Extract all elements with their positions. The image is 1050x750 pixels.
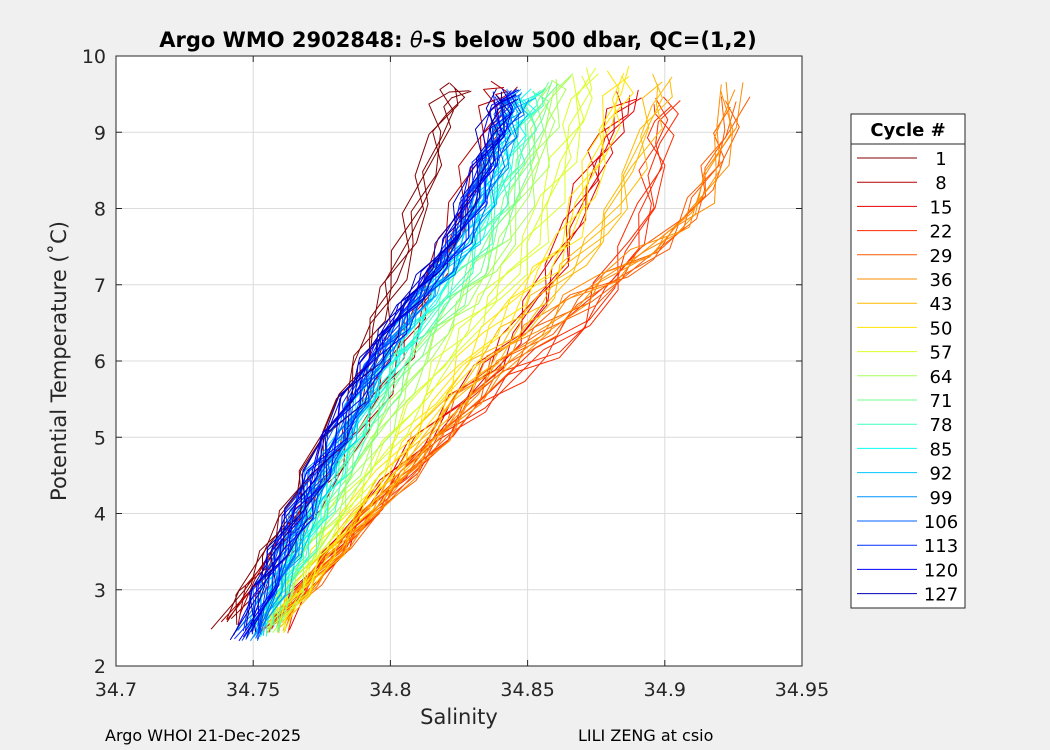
x-axis-label: Salinity: [420, 705, 498, 729]
profile-line-cycle-1: [210, 82, 466, 630]
profile-line-cycle-36: [274, 84, 722, 625]
x-tick-label: 34.8: [369, 679, 411, 701]
x-tick-label: 34.7: [95, 679, 137, 701]
y-tick-label: 7: [94, 275, 106, 297]
x-tick-label: 34.85: [500, 679, 554, 701]
chart-title: Argo WMO 2902848: θ-S below 500 dbar, QC…: [159, 28, 756, 52]
legend-entry-label: 15: [930, 197, 953, 218]
profile-line-cycle-43: [281, 81, 663, 624]
y-tick-label: 5: [94, 427, 106, 449]
profile-line-cycle-36: [259, 81, 732, 633]
footer-right: LILI ZENG at csio: [578, 726, 714, 745]
legend-entry-label: 71: [930, 391, 953, 412]
legend-entry-label: 78: [930, 415, 953, 436]
x-tick-label: 34.9: [644, 679, 686, 701]
profile-line-cycle-127: [248, 98, 519, 633]
y-tick-labels: 2 3 4 5 6 7 8 9 10: [82, 46, 106, 678]
legend: Cycle # 18152229364350576471788592991061…: [850, 113, 966, 609]
profile-line-cycle-127: [229, 94, 512, 641]
y-tick-label: 6: [94, 351, 106, 373]
profile-line-cycle-50: [281, 76, 630, 627]
legend-entry-label: 50: [930, 318, 953, 339]
legend-entry-label: 120: [924, 560, 958, 581]
legend-entry-label: 22: [930, 222, 953, 243]
legend-entry-label: 29: [930, 246, 953, 267]
legend-title: Cycle #: [870, 120, 945, 141]
x-tick-label: 34.95: [775, 679, 829, 701]
legend-entry-label: 36: [930, 270, 953, 291]
y-tick-label: 2: [94, 656, 106, 678]
profile-line-cycle-50: [266, 75, 634, 625]
profile-line-cycle-50: [258, 70, 620, 624]
y-tick-label: 8: [94, 199, 106, 221]
y-axis-label: Potential Temperature (˚C): [47, 221, 71, 501]
profile-line-cycle-71: [256, 81, 553, 631]
profile-line-cycle-43: [257, 74, 663, 628]
legend-entry-label: 92: [930, 464, 953, 485]
profile-line-cycle-43: [270, 79, 673, 624]
profile-line-cycle-71: [251, 91, 550, 625]
profile-line-cycle-29: [266, 96, 726, 630]
y-tick-label: 10: [82, 46, 106, 68]
legend-entry-label: 127: [924, 585, 958, 606]
legend-entry-label: 106: [924, 512, 958, 533]
profile-line-cycle-92: [246, 91, 523, 628]
profile-line-cycle-113: [259, 90, 512, 634]
y-tick-label: 3: [94, 580, 106, 602]
profile-line-cycle-29: [284, 96, 751, 632]
legend-entry-label: 57: [930, 343, 953, 364]
legend-entry-label: 1: [935, 149, 946, 170]
profile-line-cycle-15: [265, 91, 625, 625]
profile-line-cycle-57: [276, 73, 599, 632]
profile-line-cycle-57: [257, 67, 593, 627]
profile-line-cycle-43: [279, 84, 663, 628]
profile-line-cycle-127: [250, 91, 505, 633]
legend-box: [850, 113, 966, 609]
profile-line-cycle-57: [283, 67, 597, 634]
y-tick-label: 4: [94, 504, 106, 526]
legend-entry-label: 43: [930, 294, 953, 315]
legend-entry-label: 8: [935, 173, 946, 194]
legend-entry-label: 64: [930, 367, 953, 388]
profile-line-cycle-57: [263, 75, 585, 624]
legend-entry-label: 99: [930, 488, 953, 509]
series-layer: [210, 65, 751, 642]
profile-line-cycle-64: [276, 73, 574, 630]
profile-line-cycle-64: [267, 83, 556, 628]
legend-entries: 1 8 15 22 29 36 43 50 57 64 71 78 85 92 99 106 113 120 127: [857, 149, 958, 606]
profile-line-cycle-106: [256, 92, 512, 641]
profile-line-cycle-64: [272, 79, 560, 634]
y-tick-label: 9: [94, 122, 106, 144]
profile-line-cycle-120: [257, 94, 517, 631]
footer-left: Argo WHOI 21-Dec-2025: [105, 726, 302, 745]
legend-entry-label: 85: [930, 439, 953, 460]
legend-entry-label: 113: [924, 536, 958, 557]
profile-line-cycle-127: [245, 93, 517, 631]
x-tick-labels: 34.7 34.75 34.8 34.85 34.9 34.95: [95, 679, 829, 701]
profile-line-cycle-1: [226, 82, 454, 623]
tick-marks: [115, 55, 803, 667]
x-tick-label: 34.75: [226, 679, 280, 701]
